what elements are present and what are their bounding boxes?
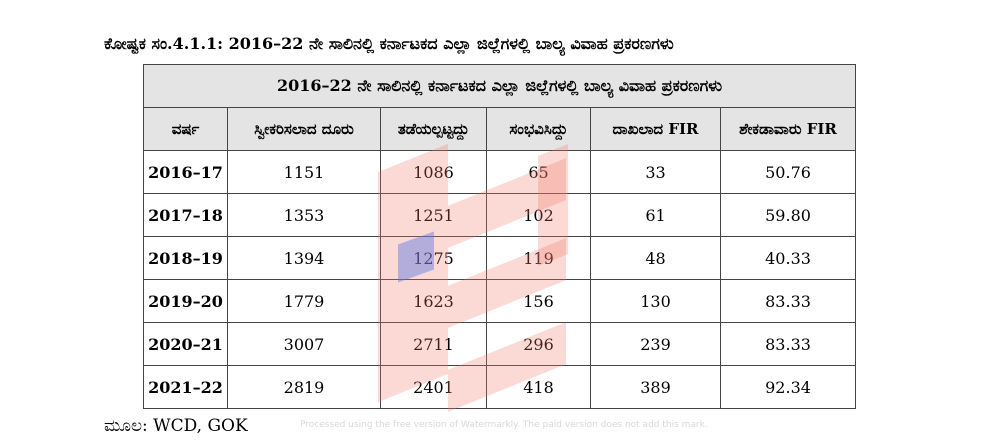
year-cell: 2017–18 [143,193,228,237]
prevented-cell: 2401 [380,365,487,409]
prevented-cell: 1623 [380,279,487,323]
header-fir-registered: ದಾಖಲಾದ FIR [590,107,721,151]
source-note: ಮೂಲ: WCD, GOK [104,416,248,436]
child-marriage-cases-table: 2016–22 ನೇ ಸಾಲಿನಲ್ಲಿ ಕರ್ನಾಟಕದ ಎಲ್ಲಾ ಜಿಲ್… [142,64,857,409]
complaints-cell: 1353 [227,193,381,237]
occurred-cell: 102 [486,193,591,237]
fir-percent-cell: 83.33 [719,322,857,366]
table-row: 2016–17 1151 1086 65 33 50.76 [143,150,857,194]
header-year: ವರ್ಷ [143,107,228,151]
fir-percent-cell: 83.33 [719,279,857,323]
prevented-cell: 2711 [380,322,487,366]
year-cell: 2020–21 [143,322,228,366]
fir-percent-cell: 40.33 [719,236,857,280]
year-cell: 2019–20 [143,279,228,323]
table-row: 2018–19 1394 1275 119 48 40.33 [143,236,857,280]
complaints-cell: 1394 [227,236,381,280]
table-row: 2017–18 1353 1251 102 61 59.80 [143,193,857,237]
occurred-cell: 156 [486,279,591,323]
fir-cell: 33 [590,150,721,194]
prevented-cell: 1086 [380,150,487,194]
occurred-cell: 296 [486,322,591,366]
table-row: 2021–22 2819 2401 418 389 92.34 [143,365,857,409]
fir-cell: 389 [590,365,721,409]
prevented-cell: 1275 [380,236,487,280]
watermark-notice: Processed using the free version of Wate… [300,420,708,430]
table-caption: ಕೋಷ್ಟಕ ಸಂ.4.1.1: 2016–22 ನೇ ಸಾಲಿನಲ್ಲಿ ಕರ… [104,34,674,53]
complaints-cell: 3007 [227,322,381,366]
fir-cell: 130 [590,279,721,323]
header-occurred: ಸಂಭವಿಸಿದ್ದು [486,107,591,151]
fir-percent-cell: 59.80 [719,193,857,237]
year-cell: 2016–17 [143,150,228,194]
header-fir-percentage: ಶೇಕಡಾವಾರು FIR [719,107,857,151]
occurred-cell: 65 [486,150,591,194]
year-cell: 2021–22 [143,365,228,409]
occurred-cell: 418 [486,365,591,409]
table-title: 2016–22 ನೇ ಸಾಲಿನಲ್ಲಿ ಕರ್ನಾಟಕದ ಎಲ್ಲಾ ಜಿಲ್… [142,64,857,108]
year-cell: 2018–19 [143,236,228,280]
occurred-cell: 119 [486,236,591,280]
header-complaints-received: ಸ್ವೀಕರಿಸಲಾದ ದೂರು [227,107,381,151]
fir-percent-cell: 50.76 [719,150,857,194]
fir-cell: 239 [590,322,721,366]
complaints-cell: 2819 [227,365,381,409]
table-row: 2019–20 1779 1623 156 130 83.33 [143,279,857,323]
fir-cell: 61 [590,193,721,237]
table-row: 2020–21 3007 2711 296 239 83.33 [143,322,857,366]
prevented-cell: 1251 [380,193,487,237]
fir-percent-cell: 92.34 [719,365,857,409]
fir-cell: 48 [590,236,721,280]
complaints-cell: 1151 [227,150,381,194]
complaints-cell: 1779 [227,279,381,323]
header-prevented: ತಡೆಯಲ್ಪಟ್ಟದ್ದು [380,107,487,151]
